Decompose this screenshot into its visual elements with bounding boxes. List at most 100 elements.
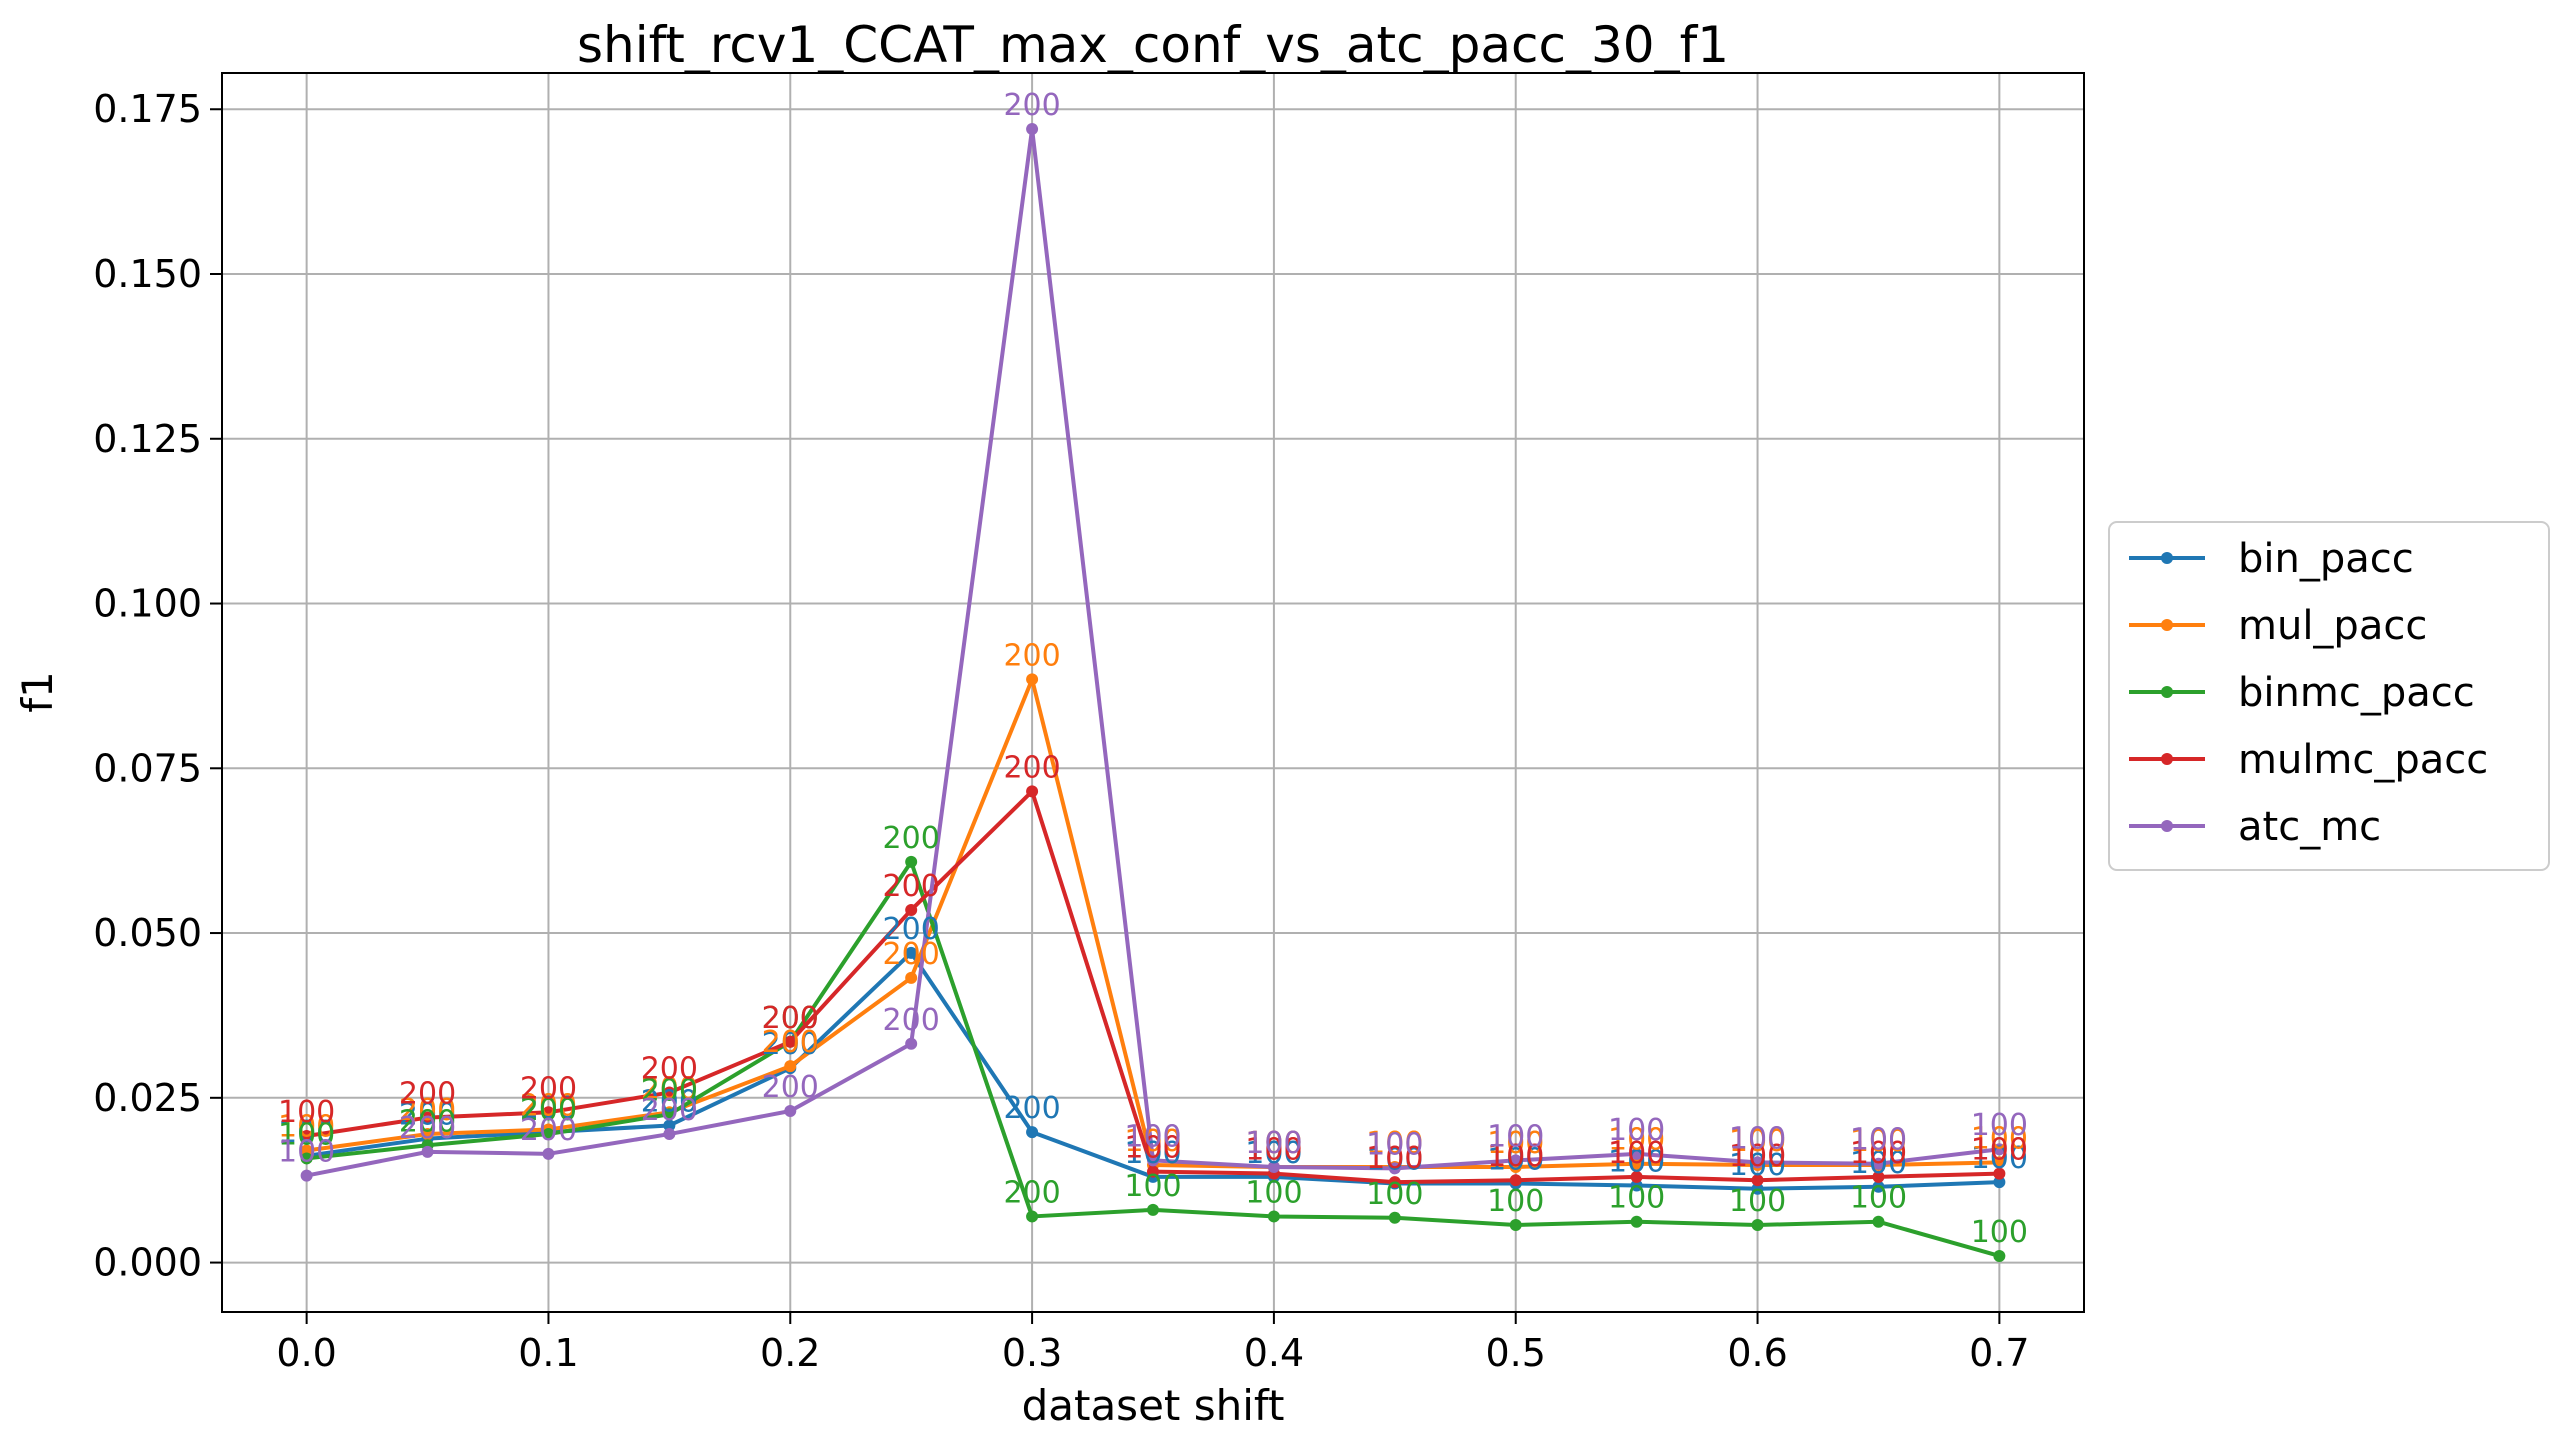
data-point-bin_pacc [663, 1119, 676, 1132]
data-point-mulmc_pacc [1147, 1165, 1159, 1178]
x-tick-label: 0.4 [1244, 1331, 1304, 1375]
data-point-mul_pacc [1026, 673, 1039, 686]
data-point-binmc_pacc [1993, 1249, 2006, 1262]
data-label-binmc_pacc: 200 [641, 1073, 698, 1108]
data-point-mulmc_pacc [1388, 1176, 1401, 1189]
data-point-atc_mc [1993, 1143, 2006, 1156]
data-label-atc_mc: 200 [1003, 88, 1060, 123]
data-label-binmc_pacc: 100 [1971, 1215, 2028, 1250]
data-point-mulmc_pacc [663, 1086, 676, 1099]
y-tick-label: 0.175 [93, 87, 202, 131]
data-point-binmc_pacc [542, 1128, 555, 1141]
data-point-atc_mc [1630, 1147, 1643, 1160]
data-point-binmc_pacc [1026, 1210, 1039, 1223]
data-label-bin_pacc: 100 [1729, 1148, 1786, 1183]
data-point-bin_pacc [1751, 1182, 1764, 1195]
data-label-binmc_pacc: 100 [1729, 1184, 1786, 1219]
data-label-mulmc_pacc: 200 [883, 869, 940, 904]
axis-ticks: 0.0 0.1 0.2 0.3 0.4 0.5 0.6 0.7 0.000 0.025 0.050 0… [93, 87, 2029, 1375]
legend-marker-atc_mc [2161, 820, 2173, 832]
data-label-binmc_pacc: 200 [762, 1001, 819, 1036]
data-label-atc_mc: 100 [1971, 1108, 2028, 1143]
x-tick-label: 0.5 [1486, 1331, 1546, 1375]
data-label-mulmc_pacc: 100 [1124, 1131, 1181, 1166]
legend: bin_pacc mul_pacc binmc_pacc mulmc_pacc atc_… [2108, 521, 2550, 871]
legend-label-mulmc_pacc: mulmc_pacc [2238, 737, 2488, 783]
data-point-mulmc_pacc [1026, 785, 1039, 798]
data-point-atc_mc [300, 1169, 313, 1182]
data-label-atc_mc: 100 [1729, 1121, 1786, 1156]
data-label-mulmc_pacc: 100 [1850, 1136, 1907, 1171]
data-label-binmc_pacc: 100 [1487, 1184, 1544, 1219]
data-label-mul_pacc: 200 [399, 1093, 456, 1128]
y-axis-label: f1 [13, 671, 62, 713]
x-tick-label: 0.6 [1727, 1331, 1787, 1375]
data-label-bin_pacc: 100 [1487, 1142, 1544, 1177]
data-point-binmc_pacc [1388, 1211, 1401, 1224]
y-tick-label: 0.025 [93, 1076, 202, 1120]
legend-label-atc_mc: atc_mc [2238, 804, 2381, 850]
data-label-bin_pacc: 100 [1124, 1136, 1181, 1171]
data-label-binmc_pacc: 100 [1608, 1181, 1665, 1216]
data-label-atc_mc: 100 [1487, 1119, 1544, 1154]
data-label-atc_mc: 100 [1245, 1126, 1302, 1161]
chart-title: shift_rcv1_CCAT_max_conf_vs_atc_pacc_30_… [577, 16, 1729, 74]
legend-marker-mul_pacc [2161, 619, 2173, 631]
data-label-atc_mc: 100 [1608, 1113, 1665, 1148]
data-point-atc_mc [1388, 1162, 1401, 1175]
x-tick-label: 0.7 [1969, 1331, 2029, 1375]
data-point-mulmc_pacc [1993, 1167, 2006, 1180]
data-point-binmc_pacc [905, 855, 918, 868]
data-point-mulmc_pacc [421, 1111, 434, 1124]
data-point-atc_mc [1026, 123, 1039, 136]
data-label-mulmc_pacc: 200 [641, 1052, 698, 1087]
data-point-binmc_pacc [1509, 1219, 1522, 1232]
data-point-atc_mc [1147, 1154, 1159, 1167]
data-label-atc_mc: 200 [520, 1113, 577, 1148]
y-tick-label: 0.000 [93, 1241, 202, 1285]
data-label-atc_mc: 100 [1850, 1123, 1907, 1158]
data-point-atc_mc [1751, 1156, 1764, 1169]
x-tick-label: 0.1 [518, 1331, 578, 1375]
data-point-bin_pacc [1872, 1180, 1885, 1193]
data-label-mul_pacc: 200 [883, 937, 940, 972]
data-point-mulmc_pacc [905, 903, 918, 916]
data-point-mulmc_pacc [784, 1035, 797, 1048]
data-label-mulmc_pacc: 100 [1608, 1136, 1665, 1171]
data-point-mul_pacc [1993, 1156, 2006, 1169]
data-point-atc_mc [421, 1145, 434, 1158]
data-point-atc_mc [542, 1147, 555, 1160]
data-point-binmc_pacc [663, 1108, 676, 1121]
data-label-mulmc_pacc: 100 [278, 1095, 335, 1130]
data-point-atc_mc [1267, 1161, 1280, 1174]
data-label-bin_pacc: 200 [399, 1098, 456, 1133]
data-label-mulmc_pacc: 100 [1729, 1139, 1786, 1174]
data-label-mul_pacc: 200 [762, 1025, 819, 1060]
data-label-bin_pacc: 100 [1971, 1141, 2028, 1176]
data-point-bin_pacc [905, 946, 918, 959]
data-point-bin_pacc [1993, 1176, 2006, 1189]
data-label-binmc_pacc: 100 [1366, 1177, 1423, 1212]
y-tick-label: 0.100 [93, 582, 202, 626]
data-label-binmc_pacc: 200 [1003, 1175, 1060, 1210]
data-point-mul_pacc [905, 971, 918, 984]
data-label-mulmc_pacc: 200 [520, 1071, 577, 1106]
data-label-atc_mc: 100 [278, 1135, 335, 1170]
data-label-binmc_pacc: 100 [1124, 1169, 1181, 1204]
data-point-binmc_pacc [1630, 1215, 1643, 1228]
data-label-bin_pacc: 100 [1245, 1136, 1302, 1171]
data-point-mul_pacc [784, 1060, 797, 1073]
data-point-atc_mc [784, 1104, 797, 1117]
data-label-mul_pacc: 100 [1124, 1124, 1181, 1159]
series-layer [300, 123, 2006, 1262]
data-label-atc_mc: 100 [1124, 1119, 1181, 1154]
data-label-mul_pacc: 200 [520, 1088, 577, 1123]
data-label-binmc_pacc: 100 [278, 1117, 335, 1152]
legend-marker-bin_pacc [2161, 552, 2173, 564]
data-label-mulmc_pacc: 200 [399, 1077, 456, 1112]
data-point-atc_mc [1509, 1154, 1522, 1167]
data-point-mulmc_pacc [542, 1106, 555, 1119]
data-point-mul_pacc [1630, 1157, 1643, 1170]
data-point-atc_mc [1872, 1157, 1885, 1170]
